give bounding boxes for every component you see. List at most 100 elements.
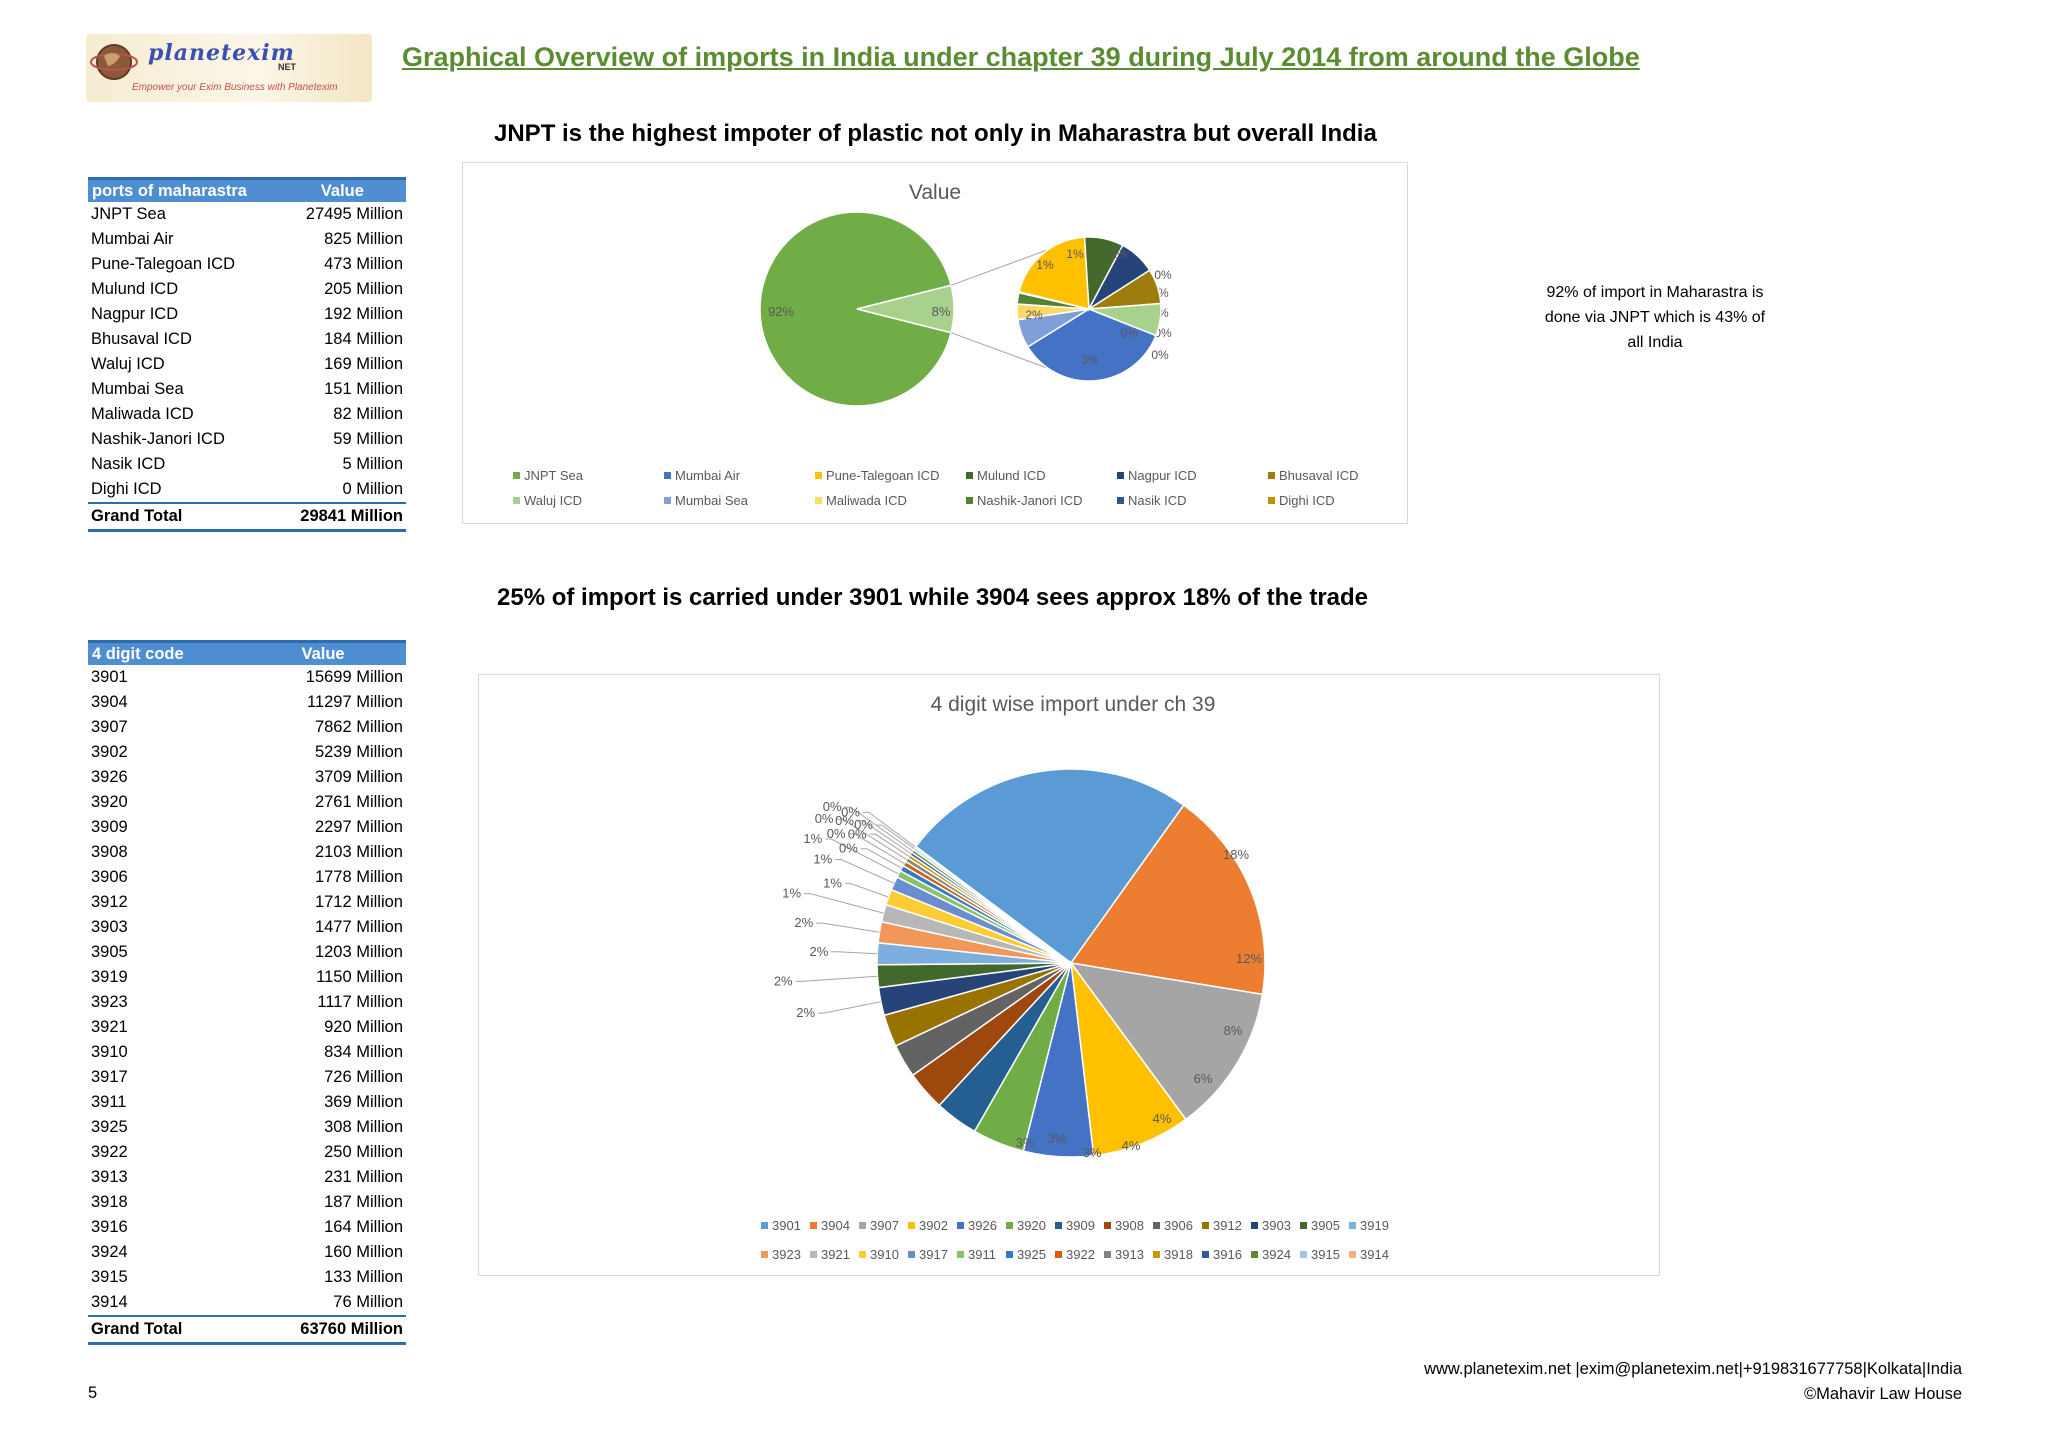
code-row: 3916 164 Million — [88, 1215, 406, 1240]
port-row-value: 205 Million — [324, 280, 403, 298]
legend-label: 3919 — [1360, 1218, 1389, 1233]
data-label: 8% — [1224, 1023, 1243, 1038]
legend-label: 3908 — [1115, 1218, 1144, 1233]
code-row-label: 3912 — [91, 893, 128, 911]
legend-label: 3920 — [1017, 1218, 1046, 1233]
page-title: Graphical Overview of imports in India u… — [402, 42, 1640, 72]
code-row: 3906 1778 Million — [88, 865, 406, 890]
data-label: 0% — [815, 811, 834, 826]
port-row-label: Nashik-Janori ICD — [91, 430, 225, 448]
port-row-value: 82 Million — [333, 405, 403, 423]
code-row: 3907 7862 Million — [88, 715, 406, 740]
port-row: Mulund ICD 205 Million — [88, 277, 406, 302]
code-row-label: 3918 — [91, 1193, 128, 1211]
ports-header-value: Value — [278, 177, 406, 202]
data-label: 3% — [1081, 353, 1099, 367]
legend-swatch — [1349, 1222, 1356, 1229]
leader-line — [831, 951, 878, 955]
data-label: 0% — [835, 813, 854, 828]
legend-swatch — [1251, 1222, 1258, 1229]
code-row-value: 250 Million — [324, 1143, 403, 1161]
legend-label: 3918 — [1164, 1247, 1193, 1262]
legend-label: JNPT Sea — [524, 468, 584, 483]
legend-swatch — [966, 497, 973, 504]
code-row-label: 3913 — [91, 1168, 128, 1186]
ports-header-name: ports of maharastra — [88, 177, 279, 202]
port-row-value: 825 Million — [324, 230, 403, 248]
code-row: 3914 76 Million — [88, 1290, 406, 1316]
logo-tagline: Empower your Exim Business with Planetex… — [132, 82, 338, 93]
leader-line — [860, 848, 902, 869]
code-row: 3924 160 Million — [88, 1240, 406, 1265]
legend-swatch — [815, 497, 822, 504]
code-row-label: 3914 — [91, 1293, 128, 1311]
leader-line — [857, 820, 912, 854]
port-row-label: JNPT Sea — [91, 205, 166, 223]
legend-label: 3915 — [1311, 1247, 1340, 1262]
legend-label: 3913 — [1115, 1247, 1144, 1262]
codes-pie-svg: 4 digit wise import under ch 3925%18%12%… — [761, 693, 1389, 1262]
code-row-label: 3924 — [91, 1243, 128, 1261]
legend-swatch — [908, 1251, 915, 1258]
grand-total-row: Grand Total 63760 Million — [88, 1315, 406, 1345]
code-row-value: 1477 Million — [314, 918, 403, 936]
legend-label: 3924 — [1262, 1247, 1291, 1262]
data-label: 92% — [768, 304, 794, 319]
data-label: 1% — [1110, 247, 1128, 261]
data-label: 18% — [1223, 847, 1249, 862]
code-row-label: 3901 — [91, 668, 128, 686]
codes-header-name: 4 digit code — [88, 640, 241, 665]
grand-total-value: 63760 Million — [240, 1315, 406, 1345]
legend-label: 3901 — [772, 1218, 801, 1233]
port-row-value: 27495 Million — [305, 205, 403, 223]
code-row-value: 1150 Million — [316, 968, 403, 986]
footer-copyright: ©Mahavir Law House — [1804, 1385, 1962, 1403]
legend-swatch — [957, 1222, 964, 1229]
code-row: 3902 5239 Million — [88, 740, 406, 765]
ports-table: ports of maharastra Value JNPT Sea 27495 … — [88, 177, 406, 532]
code-row-value: 1203 Million — [314, 943, 403, 961]
planetexim-logo: planetexim NET Empower your Exim Busines… — [86, 34, 372, 102]
legend-label: Bhusaval ICD — [1279, 468, 1358, 483]
legend-label: 3907 — [870, 1218, 899, 1233]
chart-title: Value — [909, 181, 961, 204]
code-row: 3920 2761 Million — [88, 790, 406, 815]
sub-pie-slice — [1018, 236, 1090, 310]
legend-label: 3921 — [821, 1247, 850, 1262]
leader-line — [869, 833, 910, 857]
legend-swatch — [1117, 472, 1124, 479]
legend-swatch — [1300, 1251, 1307, 1258]
legend-swatch — [1153, 1222, 1160, 1229]
code-row-label: 3926 — [91, 768, 128, 786]
pie-slice-3914 — [913, 845, 1072, 964]
legend-label: 3909 — [1066, 1218, 1095, 1233]
data-label: 0% — [841, 804, 860, 819]
code-row-label: 3919 — [91, 968, 128, 986]
data-label: 2% — [794, 915, 813, 930]
code-row: 3919 1150 Million — [88, 965, 406, 990]
note-line: 92% of import in Maharastra is — [1546, 284, 1764, 301]
port-row: Maliwada ICD 82 Million — [88, 402, 406, 427]
code-row-value: 1117 Million — [317, 993, 403, 1011]
code-row-value: 3709 Million — [314, 768, 403, 786]
code-row-label: 3904 — [91, 693, 128, 711]
code-row-value: 2761 Million — [314, 793, 403, 811]
data-label: 0% — [1120, 326, 1138, 340]
port-row-value: 184 Million — [324, 330, 403, 348]
legend-swatch — [1349, 1251, 1356, 1258]
port-row-value: 59 Million — [333, 430, 403, 448]
data-label: 1% — [803, 831, 822, 846]
leader-line — [848, 833, 905, 865]
legend-label: 3925 — [1017, 1247, 1046, 1262]
pie-slice-3907 — [1069, 961, 1264, 1121]
legend-swatch — [1006, 1251, 1013, 1258]
legend-swatch — [859, 1251, 866, 1258]
code-row-label: 3902 — [91, 743, 128, 761]
section1-heading: JNPT is the highest impoter of plastic n… — [494, 120, 1377, 147]
port-row-value: 473 Million — [324, 255, 403, 273]
leader-line — [844, 806, 913, 852]
legend-label: Mumbai Sea — [675, 493, 749, 508]
page-number: 5 — [88, 1384, 98, 1402]
note-line: all India — [1627, 334, 1683, 351]
